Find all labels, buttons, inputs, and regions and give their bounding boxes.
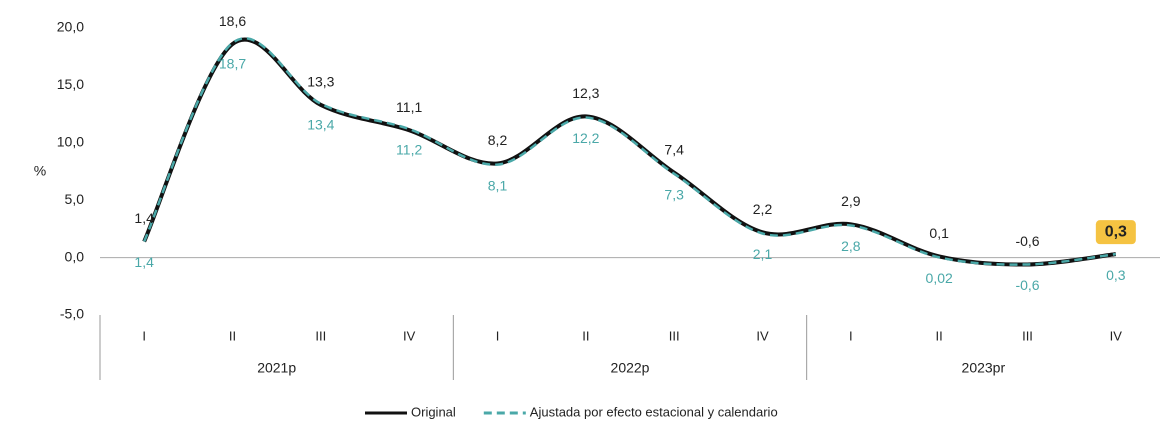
legend-label: Original — [411, 404, 456, 419]
data-label: 1,4 — [134, 254, 154, 270]
x-tick-label: II — [582, 328, 589, 343]
group-label: 2021p — [257, 360, 296, 376]
data-label: 2,2 — [753, 201, 773, 217]
x-tick-label: II — [936, 328, 943, 343]
data-label: 0,02 — [926, 270, 953, 286]
data-label: 11,1 — [396, 99, 422, 115]
data-label: 12,3 — [572, 85, 599, 101]
data-label: -0,6 — [1015, 233, 1039, 249]
data-label: 0,1 — [929, 225, 949, 241]
y-tick-label: 20,0 — [57, 19, 84, 35]
data-label: 7,4 — [664, 141, 684, 157]
data-label: 8,2 — [488, 132, 508, 148]
y-tick-label: 0,0 — [65, 248, 85, 264]
legend-label: Ajustada por efecto estacional y calenda… — [530, 404, 778, 419]
x-tick-label: IV — [403, 328, 416, 343]
x-tick-label: III — [315, 328, 326, 343]
data-label: -0,6 — [1015, 277, 1039, 293]
data-label: 0,3 — [1105, 223, 1127, 240]
y-tick-label: 15,0 — [57, 76, 84, 92]
data-label: 0,3 — [1106, 267, 1126, 283]
x-tick-label: I — [142, 328, 146, 343]
x-tick-label: IV — [1110, 328, 1123, 343]
data-label: 1,4 — [134, 210, 154, 226]
y-tick-label: 5,0 — [65, 191, 85, 207]
data-label: 13,3 — [307, 74, 334, 90]
y-tick-label: 10,0 — [57, 134, 84, 150]
x-tick-label: IV — [756, 328, 769, 343]
data-label: 2,9 — [841, 193, 861, 209]
data-label: 12,2 — [572, 130, 599, 146]
data-label: 8,1 — [488, 177, 508, 193]
y-tick-label: -5,0 — [60, 306, 84, 322]
label-highlight — [1095, 220, 1136, 245]
x-tick-label: II — [229, 328, 236, 343]
x-tick-label: I — [849, 328, 853, 343]
x-tick-label: III — [1022, 328, 1033, 343]
data-label: 7,3 — [664, 186, 684, 202]
group-label: 2023pr — [962, 360, 1006, 376]
data-label: 13,4 — [307, 116, 334, 132]
data-label: 2,1 — [753, 246, 773, 262]
data-label: 2,8 — [841, 238, 861, 254]
data-label: 11,2 — [396, 142, 422, 158]
series-line — [143, 37, 1116, 266]
data-label: 18,7 — [219, 56, 246, 72]
data-label: 18,6 — [219, 13, 246, 29]
group-label: 2022p — [611, 360, 650, 376]
y-axis-label: % — [34, 163, 46, 179]
x-tick-label: I — [496, 328, 500, 343]
x-tick-label: III — [669, 328, 680, 343]
